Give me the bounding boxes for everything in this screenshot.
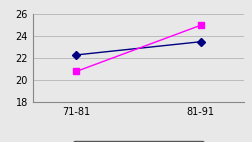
Legend: Muslims, Urdu: Muslims, Urdu xyxy=(73,141,204,142)
